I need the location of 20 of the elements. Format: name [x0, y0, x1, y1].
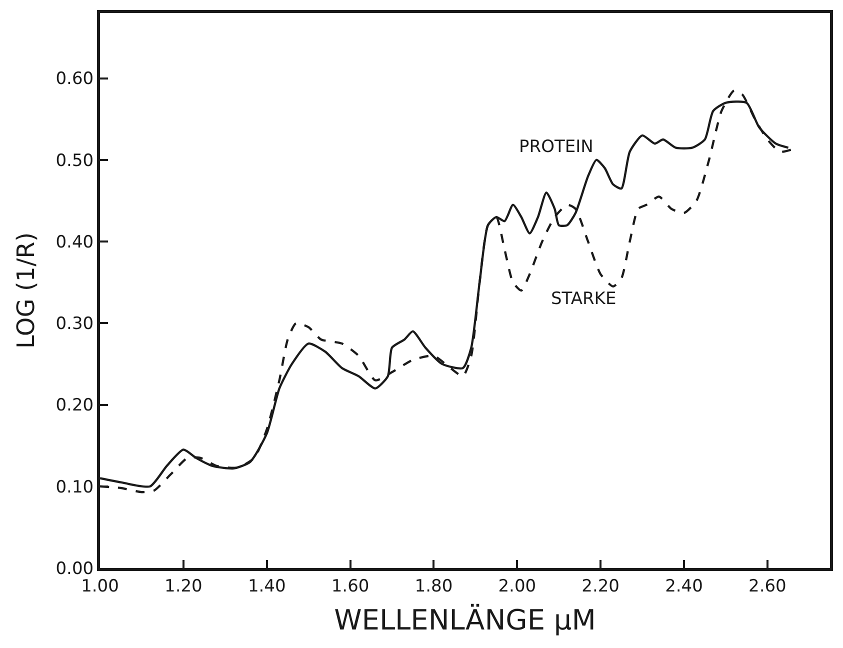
y-tick-label: 0.30	[56, 314, 94, 334]
y-tick-label: 0.50	[56, 150, 94, 171]
x-tick-label: 1.60	[331, 576, 370, 596]
x-tick-label: 1.00	[81, 576, 119, 596]
x-tick-label: 2.60	[748, 576, 786, 596]
x-axis-title: WELLENLÄNGE µM	[334, 604, 596, 636]
y-tick-label: 0.10	[56, 477, 94, 498]
x-tick-label: 2.40	[665, 576, 703, 596]
y-tick-label: 0.20	[56, 396, 94, 416]
y-tick-label: 0.60	[56, 69, 94, 90]
x-tick-label: 1.40	[248, 576, 286, 596]
y-tick-label: 0.00	[56, 558, 94, 579]
x-tick-label: 1.80	[414, 576, 453, 596]
annotation: STARKE	[551, 289, 616, 309]
x-tick-label: 2.00	[498, 576, 536, 596]
y-axis-title: LOG (1/R)	[12, 232, 40, 349]
annotation: PROTEIN	[519, 137, 594, 157]
x-tick-label: 1.20	[164, 576, 202, 596]
x-tick-label: 2.20	[582, 576, 620, 596]
y-tick-label: 0.40	[56, 232, 94, 252]
